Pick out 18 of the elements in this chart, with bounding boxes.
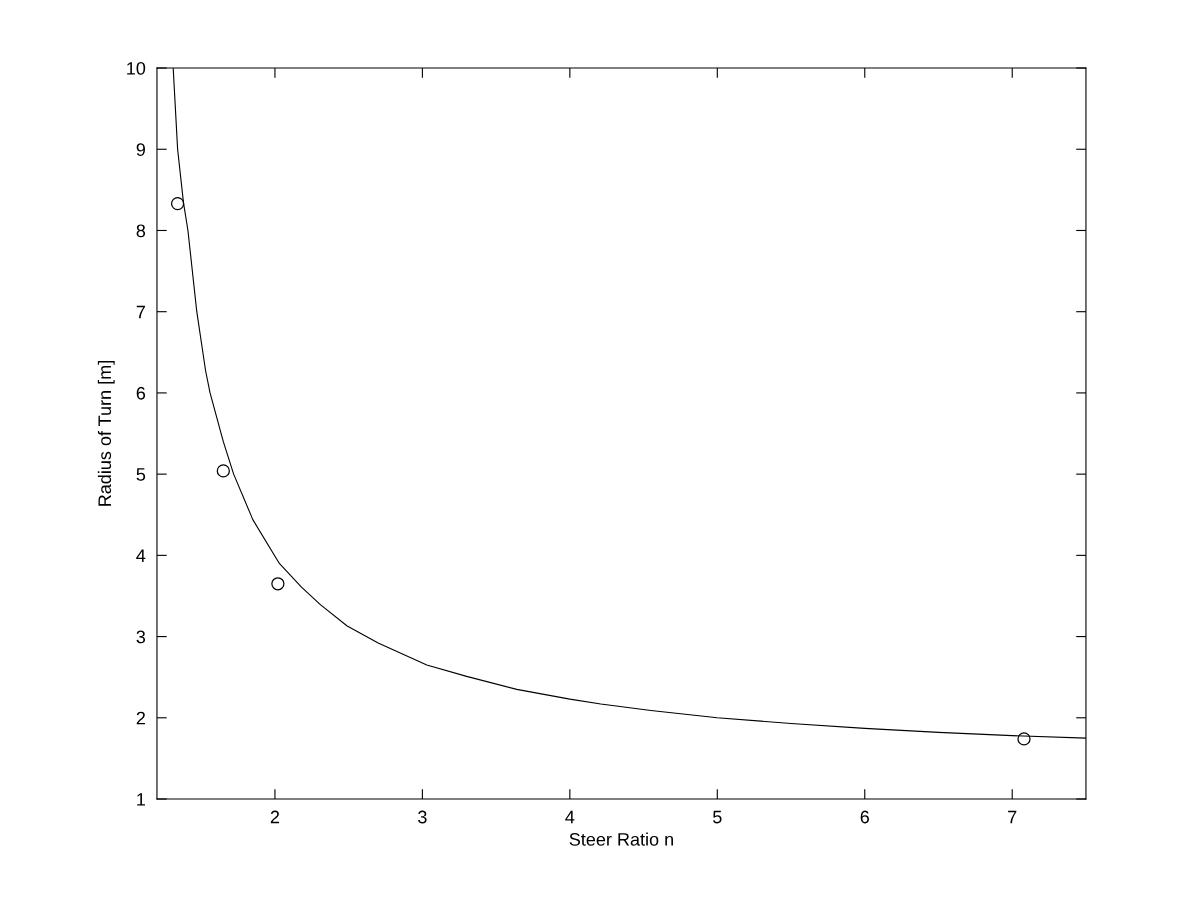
x-tick-label: 2 (270, 810, 280, 824)
x-tick-label: 7 (1008, 810, 1017, 824)
x-tick-label: 3 (418, 810, 427, 824)
y-tick-label: 2 (136, 711, 145, 725)
x-tick-label: 4 (565, 810, 575, 824)
y-tick-label: 6 (136, 386, 146, 400)
y-tick-label: 7 (136, 305, 145, 319)
x-axis-title: Steer Ratio n (569, 832, 673, 846)
y-tick-label: 4 (136, 549, 146, 562)
y-tick-label: 3 (136, 630, 146, 644)
y-tick-label: 10 (127, 61, 146, 75)
x-tick-label: 5 (713, 810, 722, 824)
y-axis-title: Radius of Turn [m] (97, 361, 115, 506)
x-tick-label: 6 (860, 810, 869, 824)
y-tick-label: 8 (136, 224, 146, 238)
y-tick-label: 9 (136, 143, 145, 156)
y-tick-label: 1 (137, 793, 145, 806)
y-tick-label: 5 (136, 468, 146, 481)
